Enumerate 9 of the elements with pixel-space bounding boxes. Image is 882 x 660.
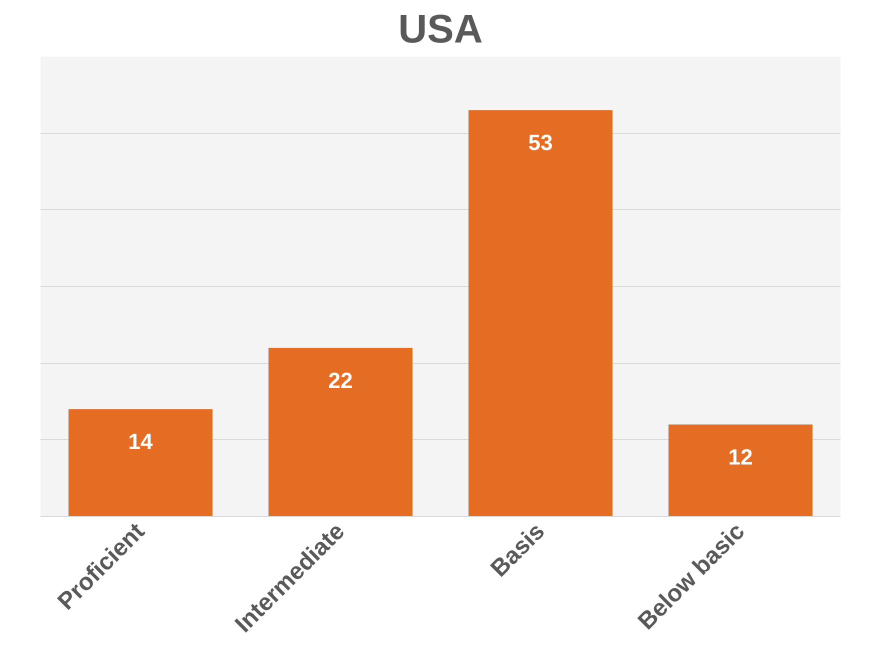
bar — [68, 409, 212, 516]
data-label: 53 — [528, 130, 553, 156]
bar — [268, 348, 412, 516]
data-label: 14 — [128, 429, 154, 454]
bar — [468, 110, 612, 516]
chart-title: USA — [398, 8, 483, 52]
data-label: 12 — [728, 444, 753, 470]
bar — [668, 424, 812, 516]
data-label: 22 — [328, 368, 353, 393]
